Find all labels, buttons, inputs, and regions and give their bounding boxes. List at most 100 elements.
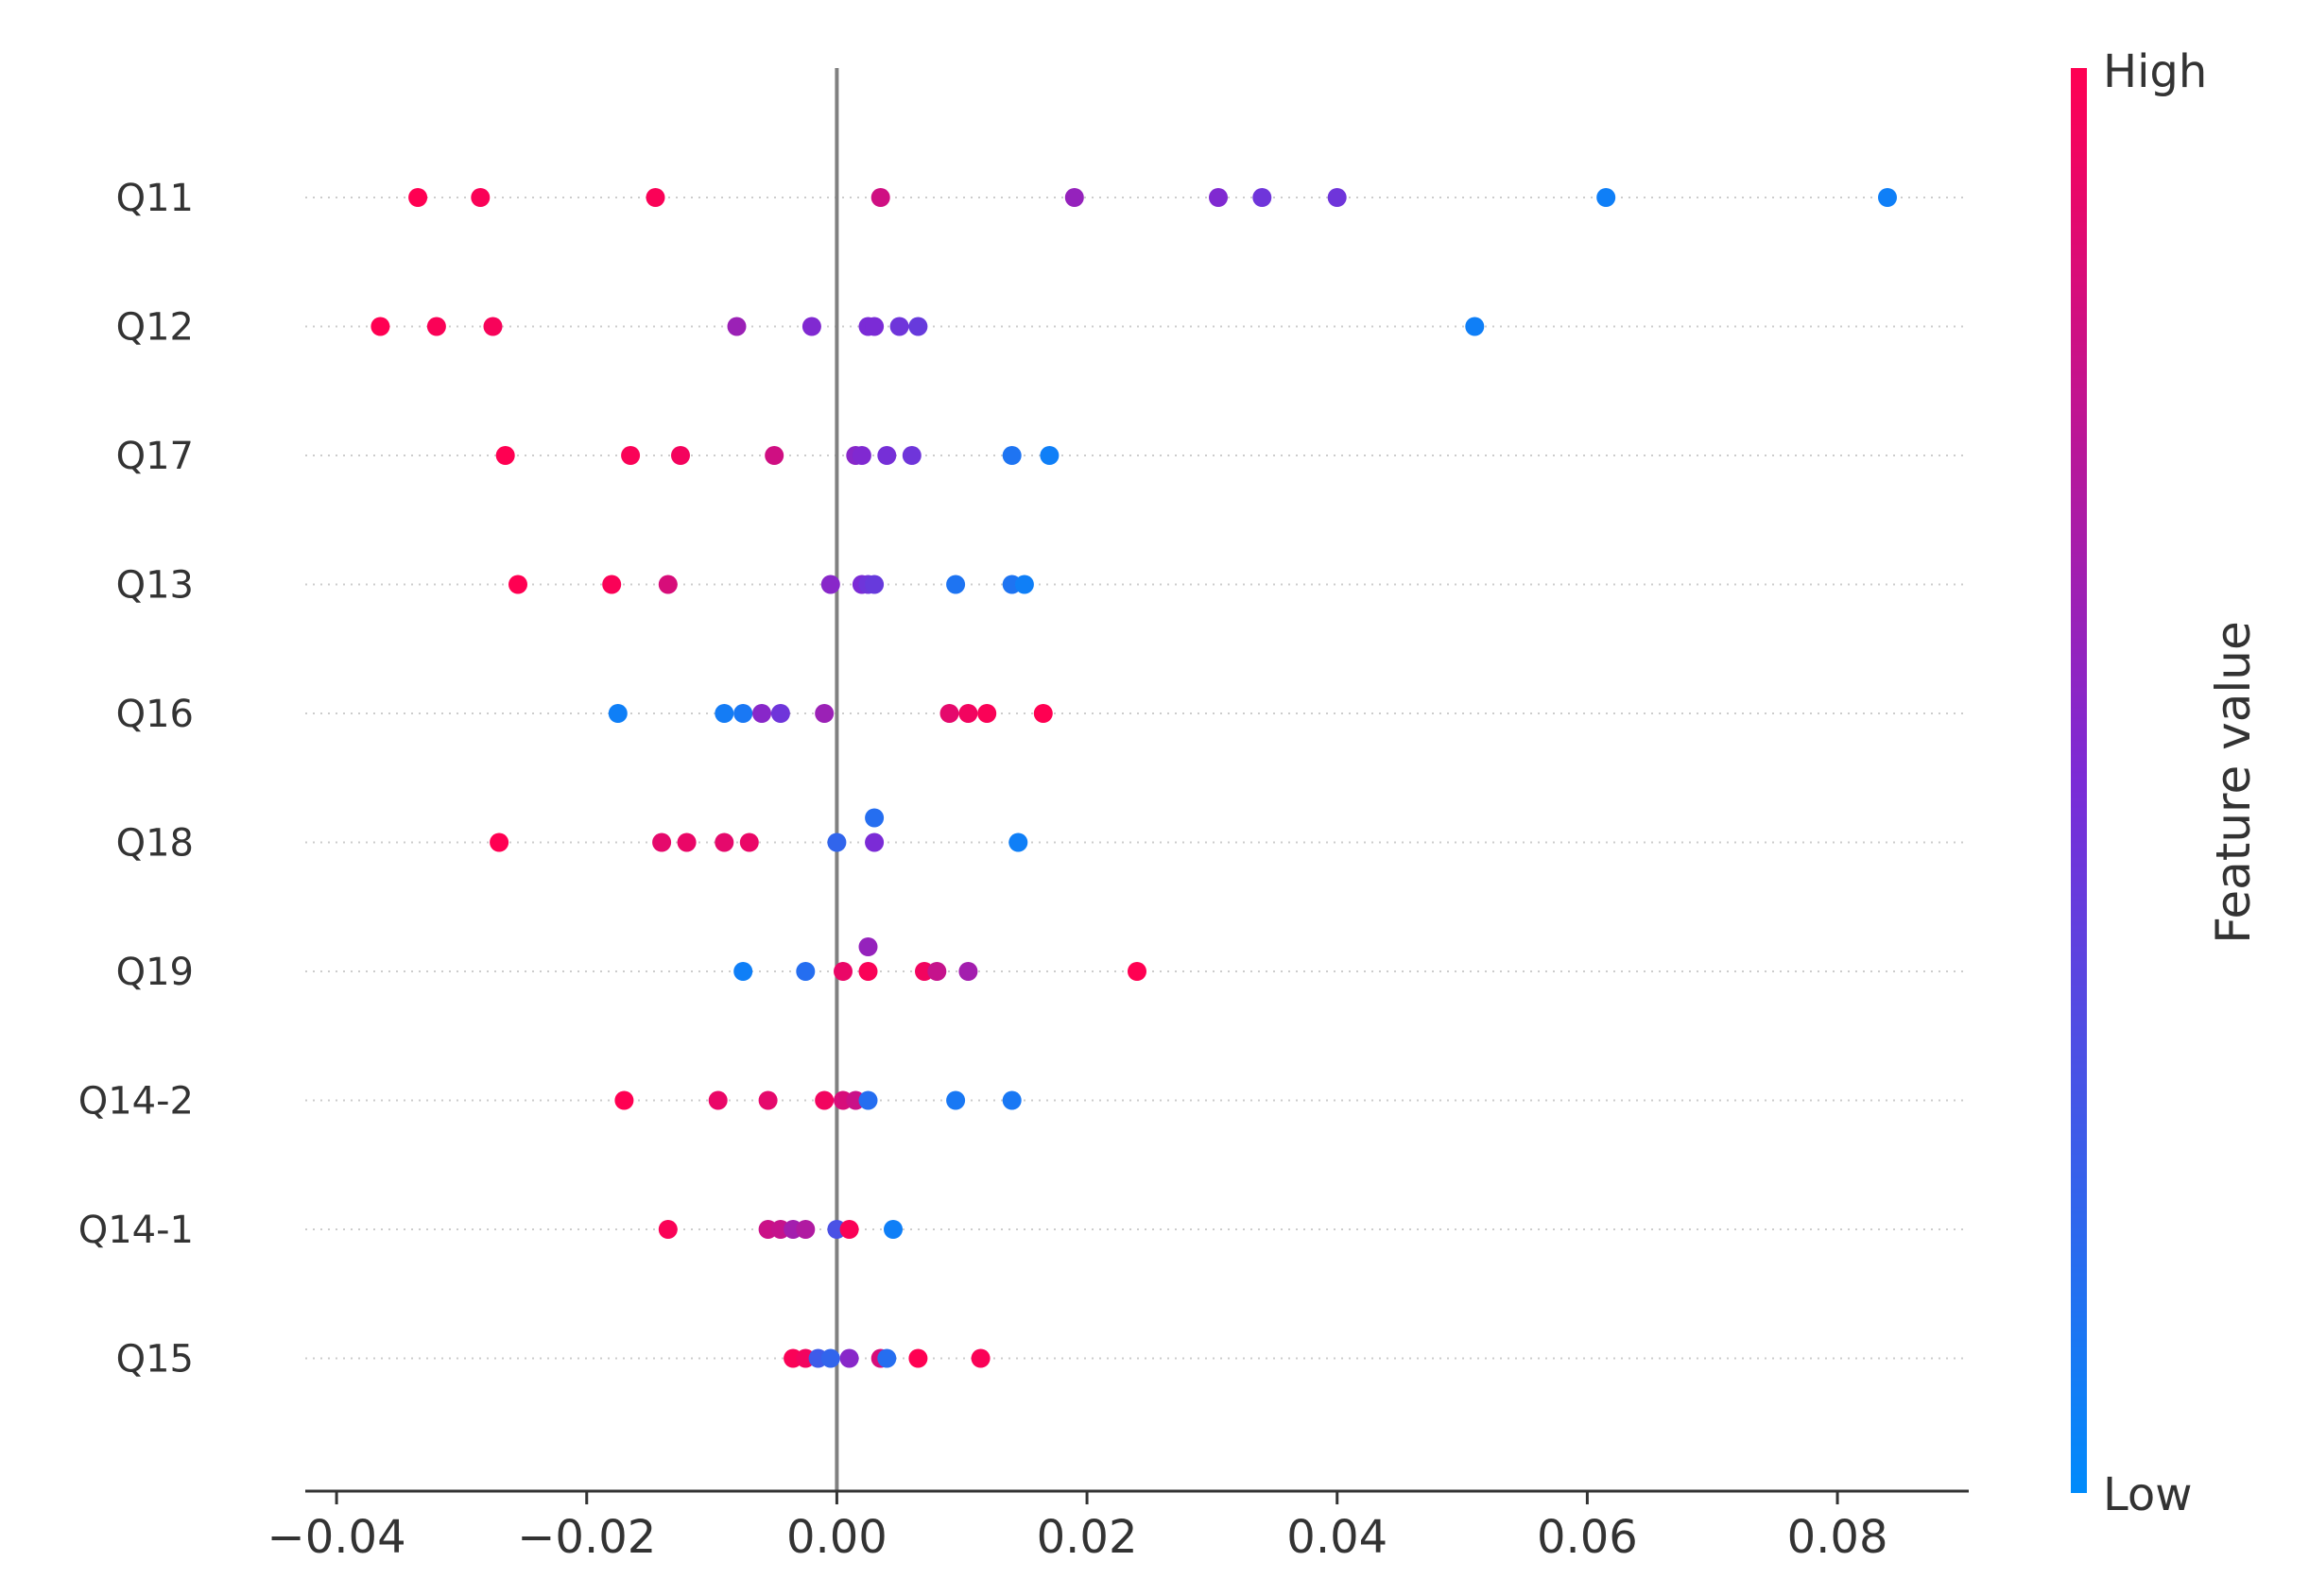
feature-label: Q12 bbox=[116, 306, 194, 350]
data-point bbox=[877, 446, 897, 465]
data-point bbox=[801, 317, 821, 336]
data-point bbox=[958, 704, 978, 723]
data-points bbox=[370, 188, 1897, 1368]
x-tick-label: −0.02 bbox=[517, 1511, 656, 1564]
colorbar-title: Feature value bbox=[2206, 621, 2261, 943]
data-point bbox=[858, 1090, 878, 1110]
data-point bbox=[1252, 188, 1272, 207]
data-point bbox=[1033, 704, 1053, 723]
data-point bbox=[715, 704, 734, 723]
data-point bbox=[1878, 188, 1897, 207]
data-point bbox=[471, 188, 491, 207]
data-point bbox=[1040, 446, 1060, 465]
feature-label: Q14-1 bbox=[78, 1209, 194, 1252]
data-point bbox=[796, 962, 816, 981]
feature-label: Q13 bbox=[116, 564, 194, 608]
data-point bbox=[608, 704, 628, 723]
data-point bbox=[971, 1348, 991, 1368]
colorbar: High Low Feature value bbox=[2071, 45, 2261, 1521]
feature-label: Q11 bbox=[116, 177, 194, 220]
data-point bbox=[1327, 188, 1347, 207]
data-point bbox=[958, 962, 978, 981]
data-point bbox=[946, 575, 966, 594]
colorbar-high-label: High bbox=[2103, 45, 2207, 98]
data-point bbox=[715, 832, 734, 852]
data-point bbox=[408, 188, 428, 207]
x-axis-ticks: −0.04 −0.02 0.00 0.02 0.04 0.06 0.08 bbox=[267, 1491, 1888, 1564]
data-point bbox=[902, 446, 922, 465]
data-point bbox=[602, 575, 622, 594]
feature-label: Q19 bbox=[116, 951, 194, 994]
data-point bbox=[739, 832, 759, 852]
feature-label: Q17 bbox=[116, 435, 194, 478]
data-point bbox=[658, 1220, 678, 1239]
data-point bbox=[827, 832, 847, 852]
feature-label: Q18 bbox=[116, 822, 194, 866]
data-point bbox=[908, 317, 928, 336]
data-point bbox=[839, 1348, 859, 1368]
data-point bbox=[646, 188, 665, 207]
feature-label: Q14-2 bbox=[78, 1080, 194, 1124]
x-tick-label: −0.04 bbox=[267, 1511, 406, 1564]
feature-label: Q15 bbox=[116, 1338, 194, 1381]
data-point bbox=[752, 704, 771, 723]
data-point bbox=[977, 704, 997, 723]
data-point bbox=[733, 962, 753, 981]
data-point bbox=[677, 832, 697, 852]
data-point bbox=[652, 832, 672, 852]
data-point bbox=[884, 1220, 903, 1239]
x-tick-label: 0.04 bbox=[1286, 1511, 1387, 1564]
data-point bbox=[877, 1348, 897, 1368]
data-point bbox=[614, 1090, 634, 1110]
data-point bbox=[852, 446, 871, 465]
data-point bbox=[770, 704, 790, 723]
data-point bbox=[889, 317, 909, 336]
data-point bbox=[1064, 188, 1084, 207]
row-guide-lines bbox=[305, 197, 1969, 1360]
data-point bbox=[1128, 962, 1146, 981]
x-tick-label: 0.08 bbox=[1787, 1511, 1888, 1564]
data-point bbox=[758, 1090, 778, 1110]
data-point bbox=[946, 1090, 966, 1110]
data-point bbox=[865, 575, 885, 594]
data-point bbox=[908, 1348, 928, 1368]
data-point bbox=[815, 1090, 835, 1110]
data-point bbox=[495, 446, 515, 465]
data-point bbox=[1008, 832, 1028, 852]
data-point bbox=[490, 832, 509, 852]
data-point bbox=[858, 937, 878, 956]
data-point bbox=[727, 317, 747, 336]
data-point bbox=[708, 1090, 728, 1110]
data-point bbox=[865, 832, 885, 852]
data-point bbox=[927, 962, 947, 981]
data-point bbox=[621, 446, 641, 465]
data-point bbox=[820, 1348, 840, 1368]
data-point bbox=[1465, 317, 1485, 336]
data-point bbox=[865, 808, 885, 828]
data-point bbox=[426, 317, 446, 336]
data-point bbox=[820, 575, 840, 594]
data-point bbox=[765, 446, 784, 465]
data-point bbox=[865, 317, 885, 336]
data-point bbox=[671, 446, 690, 465]
data-point bbox=[939, 704, 959, 723]
data-point bbox=[658, 575, 678, 594]
feature-label: Q16 bbox=[116, 693, 194, 736]
data-point bbox=[733, 704, 753, 723]
data-point bbox=[1014, 575, 1034, 594]
data-point bbox=[483, 317, 503, 336]
colorbar-gradient bbox=[2071, 68, 2087, 1493]
data-point bbox=[858, 962, 878, 981]
data-point bbox=[870, 188, 890, 207]
x-tick-label: 0.02 bbox=[1037, 1511, 1138, 1564]
data-point bbox=[508, 575, 527, 594]
x-tick-label: 0.06 bbox=[1537, 1511, 1638, 1564]
feature-labels: Q11 Q12 Q17 Q13 Q16 Q18 Q19 Q14-2 Q14-1 Q15 bbox=[78, 177, 194, 1381]
colorbar-low-label: Low bbox=[2103, 1468, 2193, 1521]
data-point bbox=[815, 704, 835, 723]
data-point bbox=[1596, 188, 1616, 207]
data-point bbox=[796, 1220, 816, 1239]
data-point bbox=[834, 962, 853, 981]
data-point bbox=[1209, 188, 1228, 207]
